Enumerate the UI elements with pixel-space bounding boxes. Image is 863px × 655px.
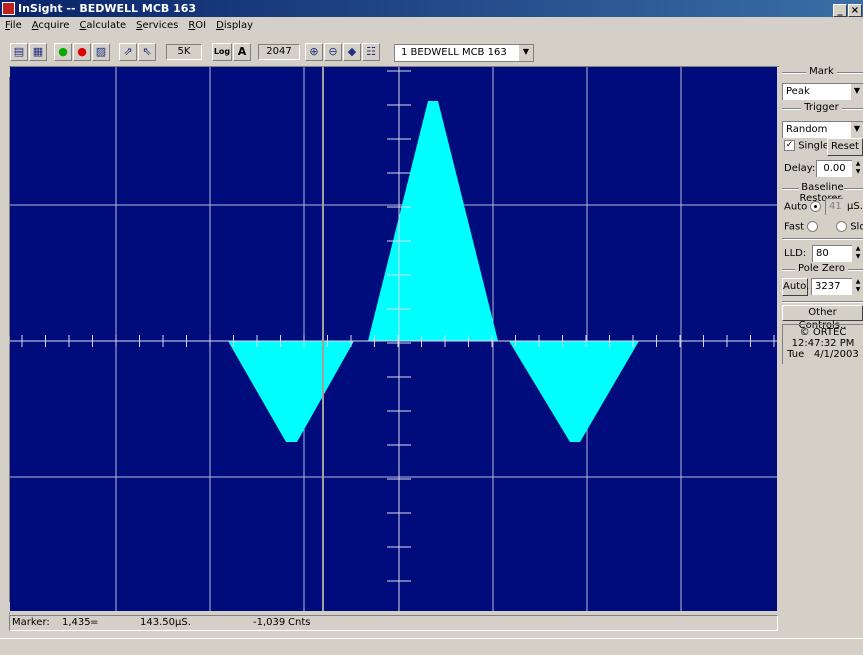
single-checkbox-row[interactable]: ✓ Single (784, 140, 829, 152)
auto-radio-row[interactable]: Auto (784, 201, 822, 213)
trigger-select[interactable]: Random ▼ (782, 121, 863, 138)
copyright-text: © ORTEC (799, 327, 847, 338)
slow-radio-row[interactable]: Slow (836, 221, 863, 233)
marker-channel: 1,435 (62, 617, 91, 628)
reset-button[interactable]: Reset (827, 138, 863, 156)
info-box: © ORTEC 12:47:32 PM Tue 4/1/2003 (782, 324, 863, 364)
auto-unit: µS. (847, 201, 863, 212)
clear-icon[interactable]: ▨ (92, 43, 110, 61)
axis-ticks (21, 70, 775, 582)
center-icon[interactable]: ◆ (343, 43, 361, 61)
window-title: InSight -- BEDWELL MCB 163 (18, 2, 197, 15)
trigger-title: Trigger (801, 102, 842, 113)
slow-radio[interactable] (836, 221, 847, 232)
marker-time-unit: µS. (175, 617, 191, 628)
fullview-icon[interactable]: ☷ (362, 43, 380, 61)
delay-spinner-icon[interactable]: ▲ ▼ (855, 160, 861, 175)
auto-label: Auto (784, 201, 808, 213)
menu-calculate[interactable]: Calculate (79, 20, 127, 31)
single-checkbox[interactable]: ✓ (784, 140, 795, 151)
fast-radio[interactable] (807, 221, 819, 232)
marker-counts-unit: Cnts (288, 617, 311, 628)
spectrum-plot[interactable] (10, 67, 777, 611)
divider (782, 238, 863, 240)
minimize-button[interactable]: _ (833, 4, 847, 17)
polezero-title: Pole Zero (795, 263, 848, 274)
polezero-spinner-icon[interactable]: ▲ ▼ (855, 278, 861, 293)
detector-select[interactable]: 1 BEDWELL MCB 163 ▼ (394, 44, 534, 62)
slow-label: Slow (850, 221, 863, 233)
peak-right-icon[interactable]: ⇖ (138, 43, 156, 61)
clock-date-row: Tue 4/1/2003 (783, 349, 863, 360)
fast-radio-row[interactable]: Fast (784, 221, 819, 233)
axes (10, 67, 777, 611)
lld-field[interactable]: 80 (812, 245, 852, 262)
auto-radio[interactable] (810, 201, 822, 212)
lld-spinner-icon[interactable]: ▲ ▼ (855, 245, 861, 260)
auto-time-field: 41 (825, 198, 843, 215)
trigger-value: Random (786, 124, 828, 135)
horizontal-field[interactable]: 2047 (258, 44, 300, 60)
marker-label: Marker: (12, 617, 50, 628)
clock-day: Tue (787, 349, 805, 360)
other-controls-button[interactable]: Other Controls.. (782, 305, 863, 331)
delay-label: Delay: (784, 163, 816, 174)
menu-acquire[interactable]: Acquire (31, 20, 70, 31)
clock-date: 4/1/2003 (813, 349, 859, 360)
marker-separator: = (90, 617, 99, 628)
mark-select[interactable]: Peak ▼ (782, 83, 863, 100)
toolbar: ▤ ▦ ● ● ▨ ⇗ ⇖ 5K Log A 2047 ⊕ ⊖ ◆ ☷ 1 BE… (0, 36, 863, 66)
bottom-status-bar (0, 638, 863, 655)
close-button[interactable]: × (848, 4, 862, 17)
control-panel: Mark Peak ▼ Trigger Random ▼ ✓ Single Re… (780, 66, 863, 638)
menu-display[interactable]: Display (216, 20, 253, 31)
mark-title: Mark (806, 66, 837, 77)
marker-time: 143.50 (140, 617, 175, 628)
menu-file[interactable]: File (5, 20, 22, 31)
title-bar: InSight -- BEDWELL MCB 163 _ × (0, 0, 863, 17)
lld-label: LLD: (784, 248, 807, 259)
mark-value: Peak (786, 86, 810, 97)
peak-left-icon[interactable]: ⇗ (119, 43, 137, 61)
zoom-in-icon[interactable]: ⊕ (305, 43, 323, 61)
app-icon[interactable] (2, 2, 15, 15)
chevron-down-icon[interactable]: ▼ (850, 84, 863, 100)
polezero-field[interactable]: 3237 (811, 278, 852, 295)
auto-scale-button[interactable]: A (233, 43, 251, 61)
waveform-trace (228, 101, 639, 442)
save-icon[interactable]: ▦ (29, 43, 47, 61)
menu-roi[interactable]: ROI (188, 20, 207, 31)
chevron-down-icon[interactable]: ▼ (850, 122, 863, 138)
detector-value: 1 BEDWELL MCB 163 (401, 47, 507, 58)
open-icon[interactable]: ▤ (10, 43, 28, 61)
stop-icon[interactable]: ● (73, 43, 91, 61)
zoom-out-icon[interactable]: ⊖ (324, 43, 342, 61)
delay-field[interactable]: 0.00 (816, 160, 852, 177)
divider (782, 301, 863, 303)
clock-time: 12:47:32 PM (791, 338, 855, 349)
vertical-scale-field[interactable]: 5K (166, 44, 202, 60)
menu-services[interactable]: Services (136, 20, 179, 31)
menu-bar: File Acquire Calculate Services ROI Display (0, 17, 863, 35)
chevron-down-icon[interactable]: ▼ (518, 45, 533, 61)
go-icon[interactable]: ● (54, 43, 72, 61)
polezero-auto-button[interactable]: Auto. (782, 278, 809, 296)
marker-counts: -1,039 (253, 617, 286, 628)
status-bar: Marker: 1,435 = 143.50 µS. -1,039 Cnts (9, 615, 778, 631)
window-controls: _ × (833, 1, 863, 17)
log-button[interactable]: Log (212, 43, 232, 61)
single-label: Single (798, 140, 829, 152)
fast-label: Fast (784, 221, 805, 233)
